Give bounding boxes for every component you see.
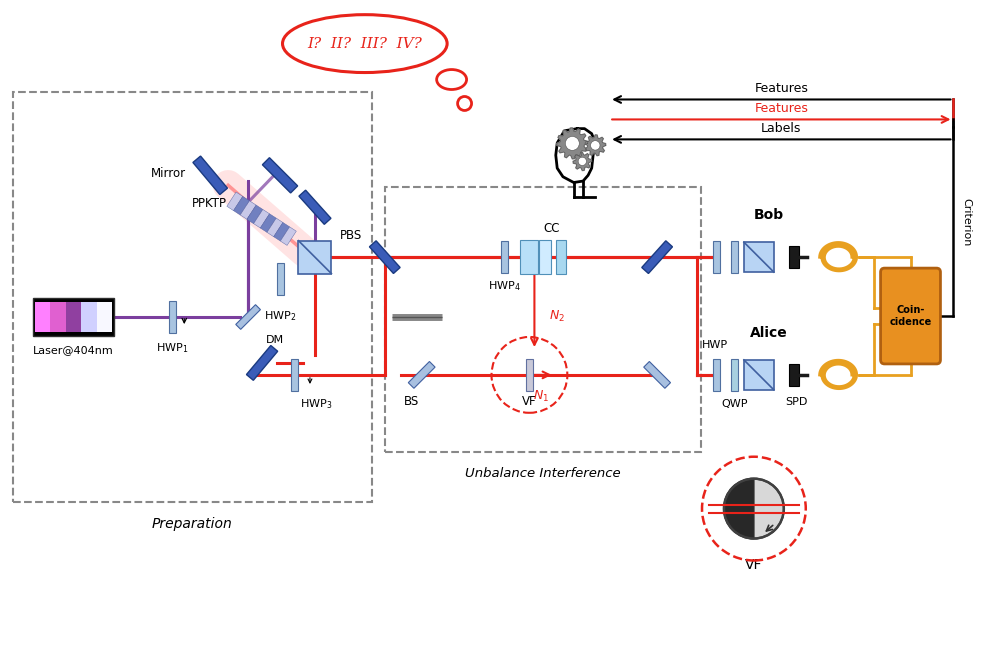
Circle shape bbox=[565, 137, 579, 150]
Polygon shape bbox=[556, 128, 587, 159]
Text: Preparation: Preparation bbox=[152, 516, 233, 531]
Bar bbox=[744, 242, 774, 272]
Polygon shape bbox=[724, 479, 754, 538]
Polygon shape bbox=[234, 197, 250, 215]
Bar bbox=[525, 359, 532, 391]
Bar bbox=[13, 93, 372, 501]
Bar bbox=[277, 263, 284, 295]
Text: QWP: QWP bbox=[721, 399, 748, 409]
Text: PBS: PBS bbox=[340, 228, 362, 242]
Bar bbox=[81, 302, 97, 332]
Text: HWP$_2$: HWP$_2$ bbox=[264, 309, 296, 323]
Bar bbox=[520, 240, 538, 274]
Circle shape bbox=[578, 157, 586, 166]
Bar bbox=[713, 241, 720, 273]
Bar bbox=[539, 240, 551, 274]
Text: I?  II?  III?  IV?: I? II? III? IV? bbox=[308, 37, 423, 50]
Bar bbox=[66, 302, 81, 332]
Bar bbox=[385, 187, 701, 452]
Bar bbox=[500, 241, 507, 273]
Polygon shape bbox=[261, 214, 277, 232]
Text: Bob: Bob bbox=[754, 208, 784, 222]
Text: DM: DM bbox=[266, 335, 284, 345]
Bar bbox=[33, 298, 115, 336]
Polygon shape bbox=[247, 345, 278, 380]
Text: HWP: HWP bbox=[702, 340, 728, 350]
Polygon shape bbox=[247, 205, 263, 224]
Text: Laser@404nm: Laser@404nm bbox=[33, 345, 114, 355]
Text: Features: Features bbox=[754, 82, 808, 96]
Bar bbox=[731, 359, 738, 391]
Polygon shape bbox=[254, 210, 270, 228]
Circle shape bbox=[590, 140, 600, 150]
Bar bbox=[556, 240, 566, 274]
Text: Features: Features bbox=[754, 102, 808, 115]
Bar bbox=[97, 302, 113, 332]
Bar bbox=[50, 302, 66, 332]
Text: Mirror: Mirror bbox=[151, 167, 186, 180]
FancyBboxPatch shape bbox=[880, 268, 940, 364]
Text: PPKTP: PPKTP bbox=[192, 197, 227, 210]
Bar bbox=[292, 359, 299, 391]
Bar bbox=[299, 241, 332, 274]
Polygon shape bbox=[643, 362, 670, 388]
Text: VF: VF bbox=[745, 558, 762, 573]
Text: $N_2$: $N_2$ bbox=[549, 309, 565, 324]
Polygon shape bbox=[409, 362, 436, 388]
Text: HWP$_4$: HWP$_4$ bbox=[489, 279, 520, 293]
Polygon shape bbox=[641, 241, 672, 274]
Bar bbox=[789, 246, 799, 268]
Polygon shape bbox=[236, 305, 261, 329]
Polygon shape bbox=[240, 201, 256, 219]
Text: Labels: Labels bbox=[761, 122, 801, 135]
Bar bbox=[789, 364, 799, 386]
Text: HWP$_1$: HWP$_1$ bbox=[156, 341, 189, 355]
Bar bbox=[731, 241, 738, 273]
Text: BS: BS bbox=[404, 395, 420, 408]
Text: $N_1$: $N_1$ bbox=[533, 389, 549, 404]
Text: Unbalance Interference: Unbalance Interference bbox=[465, 466, 620, 479]
Text: HWP$_3$: HWP$_3$ bbox=[300, 397, 333, 411]
Bar bbox=[744, 360, 774, 390]
Polygon shape bbox=[193, 156, 228, 195]
Text: Coin-
cidence: Coin- cidence bbox=[889, 305, 932, 327]
Polygon shape bbox=[299, 190, 331, 225]
Polygon shape bbox=[267, 218, 283, 237]
Polygon shape bbox=[585, 135, 605, 156]
Text: CC: CC bbox=[543, 222, 559, 236]
Polygon shape bbox=[227, 192, 243, 211]
Text: SPD: SPD bbox=[785, 397, 808, 407]
Polygon shape bbox=[274, 223, 290, 241]
Bar bbox=[169, 301, 176, 333]
Polygon shape bbox=[573, 152, 591, 171]
Polygon shape bbox=[263, 158, 298, 193]
Circle shape bbox=[724, 479, 784, 538]
Text: Criterion: Criterion bbox=[961, 197, 971, 246]
Bar bbox=[713, 359, 720, 391]
Bar bbox=[35, 302, 50, 332]
Polygon shape bbox=[370, 241, 401, 274]
Polygon shape bbox=[281, 227, 297, 245]
Text: VF: VF bbox=[522, 395, 536, 408]
Text: Alice: Alice bbox=[750, 326, 788, 340]
